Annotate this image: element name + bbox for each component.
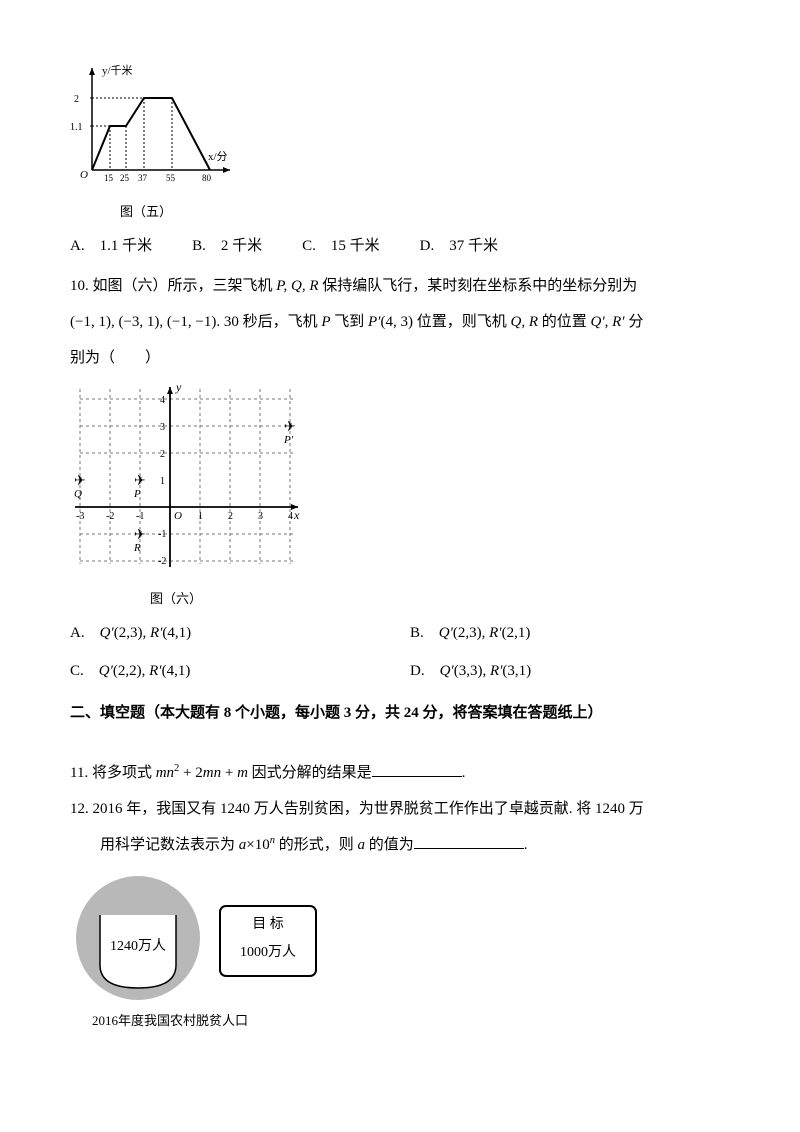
svg-text:2: 2: [74, 94, 79, 105]
svg-text:P: P: [133, 488, 141, 500]
q9-opt-c[interactable]: C. 15 千米: [302, 231, 380, 261]
box-text: 1000万人: [240, 944, 296, 960]
chart6-caption: 图（六）: [150, 586, 730, 612]
svg-text:O: O: [174, 510, 182, 522]
svg-text:-2: -2: [106, 511, 114, 522]
chart-5: y/千米 x/分 O 2 1.1 15 25 37 55 80 图（五）: [70, 60, 730, 225]
q10-options: A. Q′(2,3), R′(4,1) B. Q′(2,3), R′(2,1) …: [70, 618, 730, 686]
svg-text:1: 1: [198, 511, 203, 522]
q11-blank[interactable]: [372, 761, 462, 777]
svg-text:25: 25: [120, 173, 130, 183]
circle-text: 1240万人: [110, 938, 166, 954]
svg-text:4: 4: [288, 511, 293, 522]
svg-text:3: 3: [258, 511, 263, 522]
box-title: 目 标: [252, 916, 284, 932]
q10-opt-b[interactable]: B. Q′(2,3), R′(2,1): [410, 618, 730, 648]
chart5-ylabel: y/千米: [102, 64, 133, 77]
svg-text:15: 15: [104, 173, 114, 183]
q10-opt-d[interactable]: D. Q′(3,3), R′(3,1): [410, 656, 730, 686]
svg-text:y: y: [175, 380, 182, 394]
svg-text:1: 1: [160, 476, 165, 487]
svg-text:O: O: [80, 169, 88, 181]
svg-text:✈: ✈: [74, 472, 86, 488]
poverty-infographic: 1240万人 目 标 1000万人 2016年度我国农村脱贫人口: [70, 870, 730, 1046]
svg-text:-2: -2: [158, 556, 166, 567]
svg-text:37: 37: [138, 173, 148, 183]
q10-opt-c[interactable]: C. Q′(2,2), R′(4,1): [70, 656, 390, 686]
svg-text:3: 3: [160, 422, 165, 433]
q12-line1: 12. 2016 年，我国又有 1240 万人告别贫困，为世界脱贫工作作出了卓越…: [70, 794, 730, 824]
q12-blank[interactable]: [414, 833, 524, 849]
svg-text:P': P': [283, 434, 294, 446]
svg-text:-3: -3: [76, 511, 84, 522]
svg-text:2: 2: [160, 449, 165, 460]
svg-text:-1: -1: [158, 529, 166, 540]
q11: 11. 将多项式 mn2 + 2mn + m 因式分解的结果是.: [70, 758, 730, 788]
q10-opt-a[interactable]: A. Q′(2,3), R′(4,1): [70, 618, 390, 648]
chart-6: y x O -3 -2 -1 1 2 3 4 -1 -2 1 2 3 4 ✈Q …: [70, 379, 730, 612]
q10-line1: 10. 如图（六）所示，三架飞机 P, Q, R 保持编队飞行，某时刻在坐标系中…: [70, 271, 730, 301]
section-2-title: 二、填空题（本大题有 8 个小题，每小题 3 分，共 24 分，将答案填在答题纸…: [70, 698, 730, 728]
svg-text:1.1: 1.1: [70, 122, 83, 133]
svg-text:2: 2: [228, 511, 233, 522]
q9-opt-a[interactable]: A. 1.1 千米: [70, 231, 152, 261]
svg-text:✈: ✈: [134, 472, 146, 488]
q9-opt-d[interactable]: D. 37 千米: [420, 231, 498, 261]
svg-text:R: R: [133, 542, 141, 554]
svg-text:✈: ✈: [284, 418, 296, 434]
q10-line3: 别为（ ）: [70, 343, 730, 373]
q9-opt-b[interactable]: B. 2 千米: [192, 231, 262, 261]
svg-text:✈: ✈: [134, 526, 146, 542]
svg-text:55: 55: [166, 173, 176, 183]
infographic-caption: 2016年度我国农村脱贫人口: [92, 1013, 248, 1028]
svg-text:80: 80: [202, 173, 212, 183]
q12-line2: 用科学记数法表示为 a×10n 的形式，则 a 的值为.: [70, 830, 730, 860]
svg-text:Q: Q: [74, 488, 82, 500]
q10-line2: (−1, 1), (−3, 1), (−1, −1). 30 秒后，飞机 P 飞…: [70, 307, 730, 337]
chart5-xlabel: x/分: [208, 150, 228, 163]
q9-options: A. 1.1 千米 B. 2 千米 C. 15 千米 D. 37 千米: [70, 231, 730, 261]
svg-text:x: x: [293, 508, 300, 522]
chart5-caption: 图（五）: [120, 199, 730, 225]
svg-text:-1: -1: [136, 511, 144, 522]
svg-text:4: 4: [160, 395, 165, 406]
